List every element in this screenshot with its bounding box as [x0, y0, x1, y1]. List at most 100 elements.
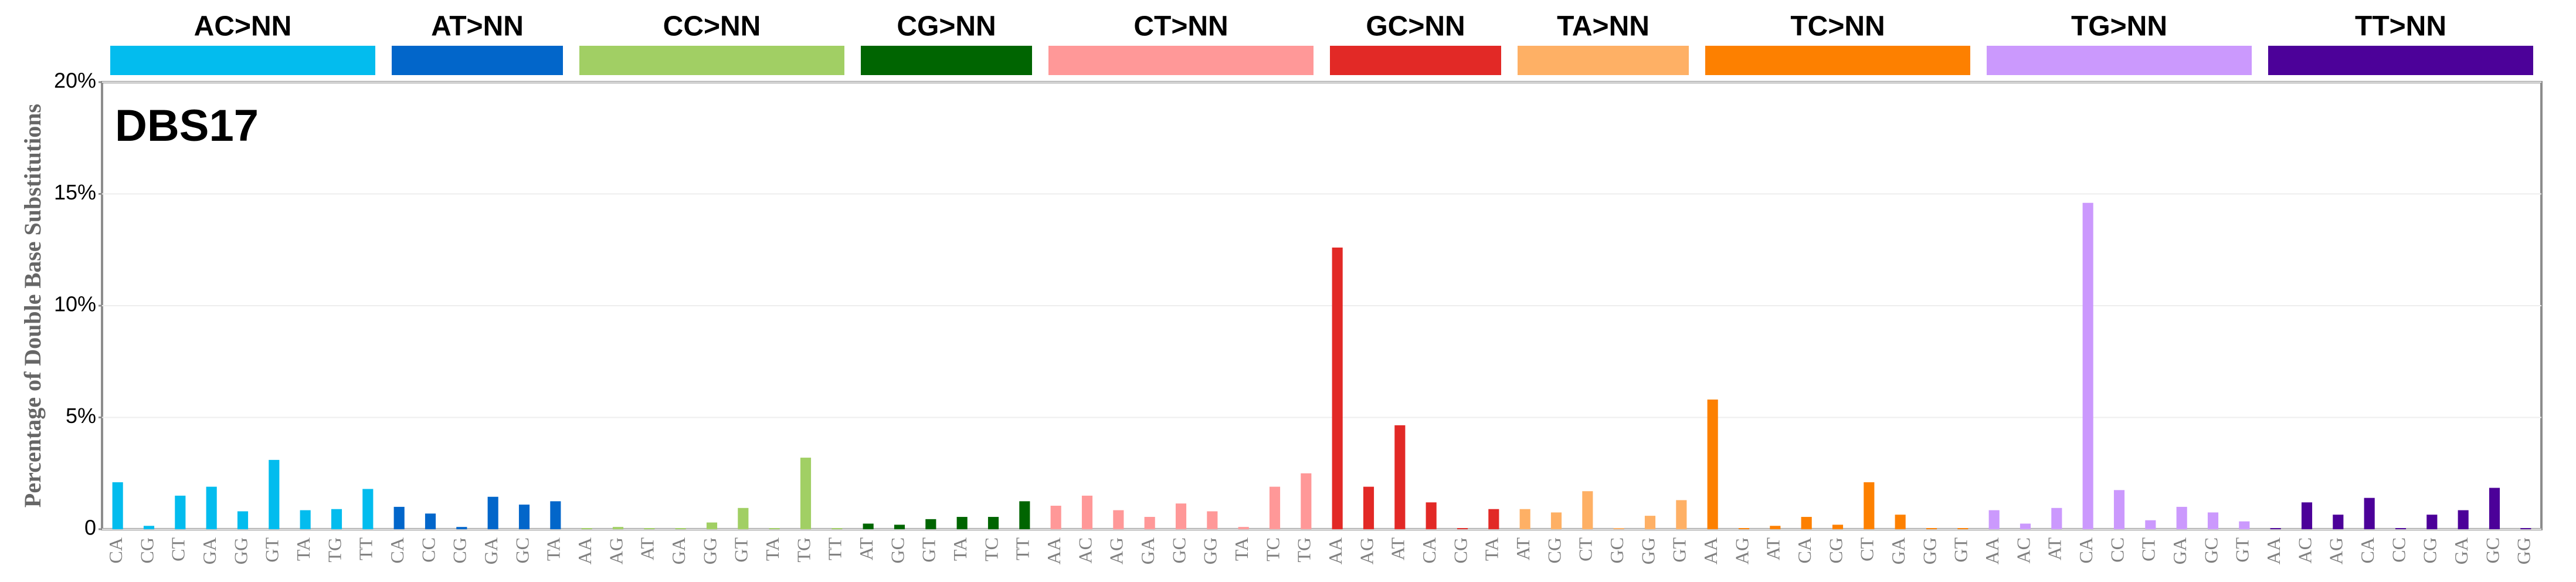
x-tick-label: CG [1450, 537, 1471, 563]
x-tick-label: GA [1888, 537, 1909, 564]
x-tick-label: GA [480, 537, 501, 564]
x-tick-label: GT [262, 537, 283, 563]
x-tick-label: AA [1700, 537, 1721, 564]
bar [2145, 520, 2156, 529]
x-tick-label: GT [918, 537, 939, 563]
bar [769, 528, 780, 529]
bar [2082, 202, 2093, 529]
bar [1144, 517, 1155, 529]
bar [1957, 528, 1969, 529]
bar [987, 517, 999, 529]
bar [1394, 425, 1406, 529]
bar [956, 517, 968, 529]
bar [644, 528, 655, 529]
bar [2051, 507, 2062, 529]
group-label: GC>NN [1366, 11, 1465, 42]
x-tick-label: AG [1356, 537, 1377, 564]
x-tick-label: GA [2169, 537, 2190, 564]
bar [1613, 528, 1624, 529]
group-label: TA>NN [1557, 11, 1650, 42]
x-tick-label: CT [1857, 537, 1878, 561]
bar [1269, 486, 1281, 529]
bar [425, 513, 436, 529]
bar [1550, 512, 1562, 529]
bar [1738, 528, 1750, 529]
bar [518, 505, 530, 529]
y-tick-label: 20% [54, 69, 96, 93]
x-tick-label: CG [136, 537, 157, 563]
group-header [1705, 46, 1970, 75]
x-tick-label: AT [856, 537, 877, 561]
x-tick-label: AG [2326, 537, 2347, 564]
bar [1926, 528, 1937, 529]
x-tick-label: AA [574, 537, 595, 564]
x-tick-label: GA [2451, 537, 2472, 564]
bar [1988, 510, 2000, 529]
x-tick-label: CC [2388, 537, 2409, 563]
x-tick-label: TA [949, 537, 970, 561]
bar [2426, 515, 2438, 529]
group-label: TT>NN [2355, 11, 2446, 42]
group-header [1330, 46, 1501, 75]
x-tick-label: CG [1543, 537, 1564, 563]
bar [393, 506, 405, 529]
group-header [2268, 46, 2533, 75]
x-tick-label: GC [2200, 537, 2221, 563]
x-tick-label: TA [1481, 537, 1502, 561]
x-tick-label: AT [1387, 537, 1409, 561]
bar [894, 525, 905, 529]
group-label: CC>NN [663, 11, 761, 42]
x-tick-label: AC [1074, 537, 1095, 563]
x-tick-label: CA [1794, 537, 1815, 563]
bar [675, 528, 686, 529]
group-header [1987, 46, 2252, 75]
bar [1426, 502, 1437, 529]
bar [1770, 526, 1781, 529]
x-tick-label: GA [199, 537, 220, 564]
group-header [579, 46, 844, 75]
x-tick-label: CG [2419, 537, 2441, 563]
x-tick-label: GG [1637, 537, 1658, 564]
bar [2176, 506, 2187, 529]
x-tick-label: CA [2357, 537, 2378, 563]
x-tick-label: AG [1731, 537, 1752, 564]
bar [1363, 486, 1374, 529]
bar [2364, 498, 2375, 529]
bar [300, 510, 311, 529]
x-tick-label: TG [324, 537, 345, 563]
x-tick-label: GG [1200, 537, 1221, 564]
y-tick-label: 5% [66, 404, 96, 428]
bar [1676, 500, 1687, 529]
bar [362, 489, 374, 529]
x-tick-label: CA [386, 537, 408, 563]
x-tick-label: TA [1231, 537, 1252, 561]
bar [1644, 516, 1656, 529]
x-tick-label: AC [2294, 537, 2315, 563]
group-label: TG>NN [2071, 11, 2167, 42]
x-tick-label: CA [105, 537, 126, 563]
bar [2520, 528, 2531, 529]
bar [2395, 528, 2407, 529]
bar [1301, 473, 1312, 529]
x-tick-label: GT [731, 537, 752, 563]
group-label: CT>NN [1133, 11, 1228, 42]
x-tick-label: AT [2044, 537, 2065, 561]
x-tick-label: GC [2482, 537, 2503, 563]
x-tick-label: CC [2106, 537, 2127, 563]
bar [2207, 512, 2219, 529]
x-tick-label: GT [1669, 537, 1690, 563]
x-tick-label: CG [1825, 537, 1846, 563]
x-tick-label: GA [1137, 537, 1158, 564]
bar [1707, 400, 1718, 529]
bar [612, 527, 624, 529]
bar [738, 507, 749, 529]
x-tick-label: TT [1012, 537, 1033, 561]
group-header [392, 46, 563, 75]
x-tick-label: CC [418, 537, 439, 563]
x-tick-label: AA [1981, 537, 2003, 564]
x-tick-label: TC [1262, 537, 1283, 561]
x-tick-label: GC [887, 537, 908, 563]
bar [831, 528, 843, 529]
bar [1457, 528, 1468, 529]
x-tick-label: GG [2513, 537, 2534, 564]
